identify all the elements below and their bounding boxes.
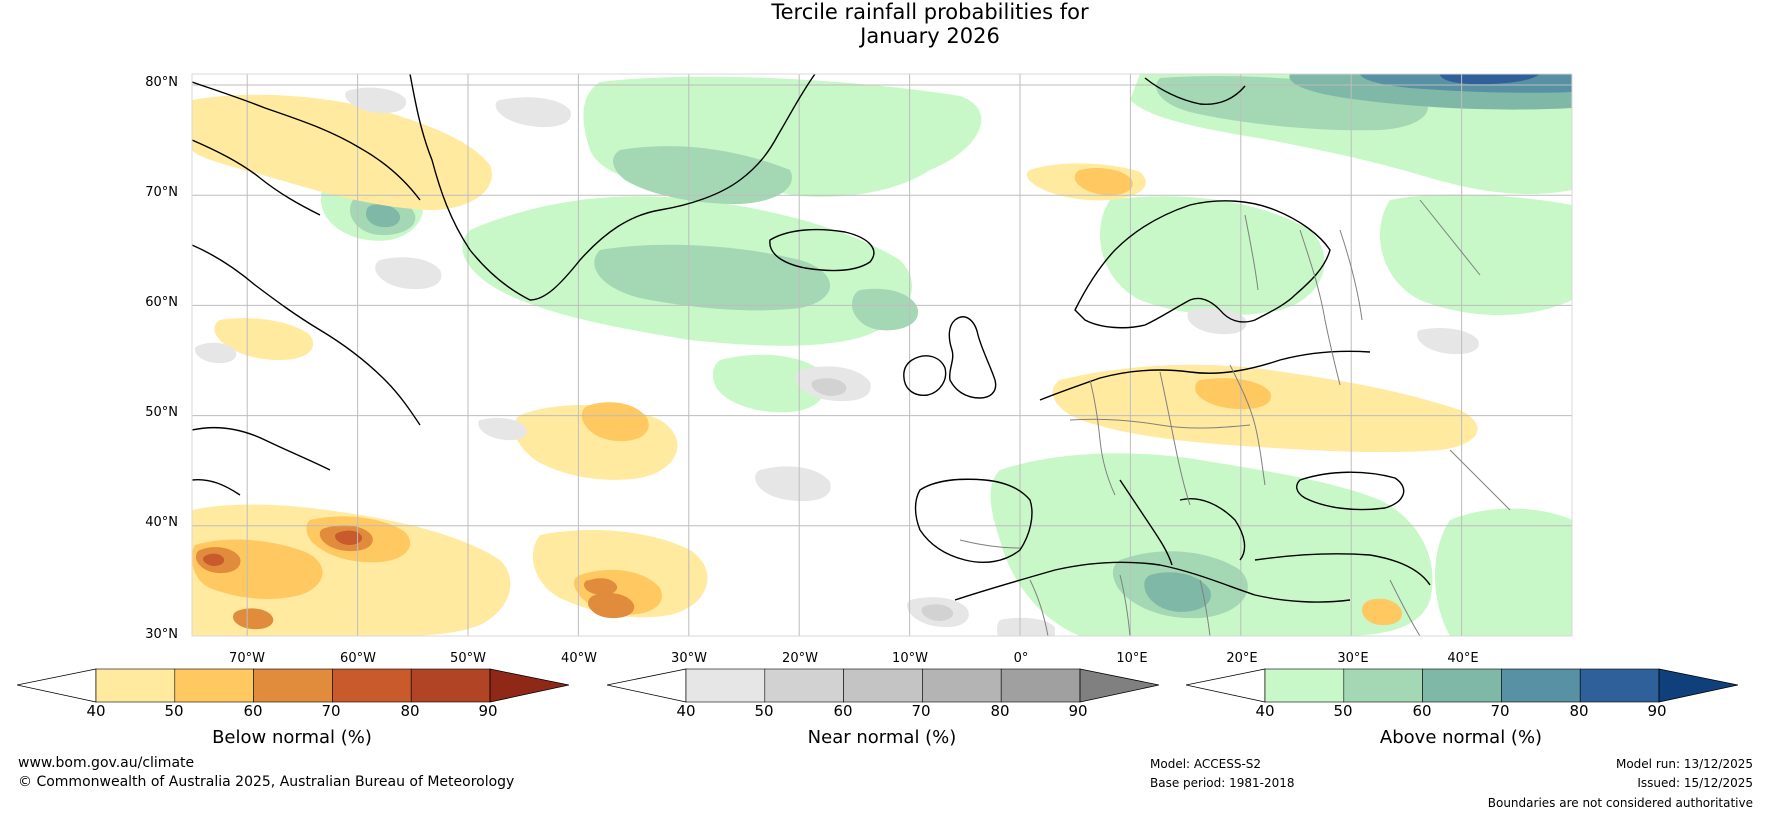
below-tick-90: 90 (478, 702, 498, 720)
below-tick-40: 40 (86, 702, 106, 720)
below-tick-80: 80 (400, 702, 420, 720)
near-tick-80: 80 (990, 702, 1010, 720)
colorbar-right-extension (1079, 668, 1159, 703)
labrador-coast (192, 244, 421, 426)
baffin-coast (192, 81, 421, 216)
turkey-coast (1254, 553, 1431, 586)
balkans-coast (1179, 498, 1246, 561)
colorbar-segment (764, 668, 844, 703)
greenland-coast (409, 74, 816, 301)
below-normal-colorbar (17, 668, 569, 703)
colorbar-segment (1579, 668, 1660, 703)
colorbar-segment (1501, 668, 1581, 703)
below-tick-50: 50 (164, 702, 184, 720)
coastlines (192, 74, 1431, 603)
colorbar-segment (174, 668, 254, 703)
lon-label-30e: 30°E (1337, 651, 1369, 666)
lon-label-40e: 40°E (1447, 651, 1479, 666)
colorbar-segment (253, 668, 333, 703)
above-tick-70: 70 (1490, 702, 1510, 720)
colorbar-left-extension (17, 668, 97, 703)
lon-label-50w: 50°W (450, 651, 486, 666)
map-gridlines (192, 74, 1572, 636)
map-frame (191, 73, 1573, 637)
colorbar-left-extension (1186, 668, 1266, 703)
footer-copyright: © Commonwealth of Australia 2025, Austra… (18, 774, 515, 790)
lat-label-60n: 60°N (145, 295, 178, 310)
below-tick-60: 60 (243, 702, 263, 720)
lon-label-20w: 20°W (782, 651, 818, 666)
iceland-coast (769, 228, 875, 272)
above-tick-50: 50 (1333, 702, 1353, 720)
colorbar-segment (1000, 668, 1081, 703)
near-tick-60: 60 (833, 702, 853, 720)
below-normal-regions (192, 94, 1478, 636)
above-tick-80: 80 (1569, 702, 1589, 720)
colorbar-segment (410, 668, 491, 703)
near-tick-40: 40 (676, 702, 696, 720)
lat-label-80n: 80°N (145, 75, 178, 90)
near-normal-title: Near normal (%) (807, 727, 957, 748)
colorbar-segment (922, 668, 1002, 703)
near-normal-colorbar (607, 668, 1159, 703)
below-normal-extreme-regions (203, 530, 363, 566)
below-tick-70: 70 (321, 702, 341, 720)
map-title: Tercile rainfall probabilities for Janua… (0, 0, 1770, 48)
colorbar-segment (1343, 668, 1423, 703)
footer-website: www.bom.gov.au/climate (18, 755, 195, 771)
lon-label-0: 0° (1013, 651, 1029, 666)
lon-label-30w: 30°W (671, 651, 707, 666)
footer-issued: Issued: 15/12/2025 (1637, 776, 1753, 790)
above-tick-90: 90 (1647, 702, 1667, 720)
lon-label-60w: 60°W (340, 651, 376, 666)
lon-label-70w: 70°W (229, 651, 265, 666)
below-normal-title: Below normal (%) (212, 727, 372, 748)
title-line-1: Tercile rainfall probabilities for (771, 0, 1089, 24)
lat-label-50n: 50°N (145, 405, 178, 420)
near-tick-70: 70 (911, 702, 931, 720)
lon-label-40w: 40°W (561, 651, 597, 666)
political-borders (959, 199, 1511, 636)
colorbar-right-extension (1658, 668, 1738, 703)
footer-disclaimer: Boundaries are not considered authoritat… (1487, 796, 1753, 810)
colorbar-segment (332, 668, 412, 703)
colorbar-segment (843, 668, 923, 703)
black-sea-coast (1296, 471, 1405, 511)
iberia-coast (914, 478, 1033, 563)
above-tick-40: 40 (1255, 702, 1275, 720)
lon-label-10w: 10°W (892, 651, 928, 666)
near-normal-regions (194, 87, 1479, 636)
ireland-coast (903, 355, 947, 397)
italy-coast (1119, 479, 1173, 566)
above-normal-extreme-regions (1360, 74, 1572, 93)
lon-label-10e: 10°E (1116, 651, 1148, 666)
near-normal-strong-regions (811, 378, 954, 621)
lon-label-20e: 20°E (1226, 651, 1258, 666)
above-tick-60: 60 (1412, 702, 1432, 720)
lat-label-40n: 40°N (145, 515, 178, 530)
footer-base-period: Base period: 1981-2018 (1150, 776, 1295, 790)
lat-label-70n: 70°N (145, 185, 178, 200)
svalbard-coast (1144, 77, 1246, 105)
north-america-coast (192, 427, 331, 496)
lat-label-30n: 30°N (145, 627, 178, 642)
footer-model: Model: ACCESS-S2 (1150, 757, 1262, 771)
colorbar-segment (685, 668, 766, 703)
colorbar-right-extension (489, 668, 569, 703)
title-line-2: January 2026 (860, 24, 1000, 48)
above-normal-colorbar (1186, 668, 1738, 703)
scandinavia-coast (1074, 200, 1331, 329)
north-africa-coast (954, 561, 1351, 603)
colorbar-segment (1422, 668, 1502, 703)
footer-model-run: Model run: 13/12/2025 (1615, 757, 1753, 771)
colorbar-left-extension (607, 668, 687, 703)
colorbar-segment (1264, 668, 1345, 703)
great-britain-coast (948, 316, 997, 399)
colorbar-segment (95, 668, 176, 703)
near-tick-90: 90 (1068, 702, 1088, 720)
near-tick-50: 50 (754, 702, 774, 720)
above-normal-title: Above normal (%) (1379, 727, 1543, 748)
